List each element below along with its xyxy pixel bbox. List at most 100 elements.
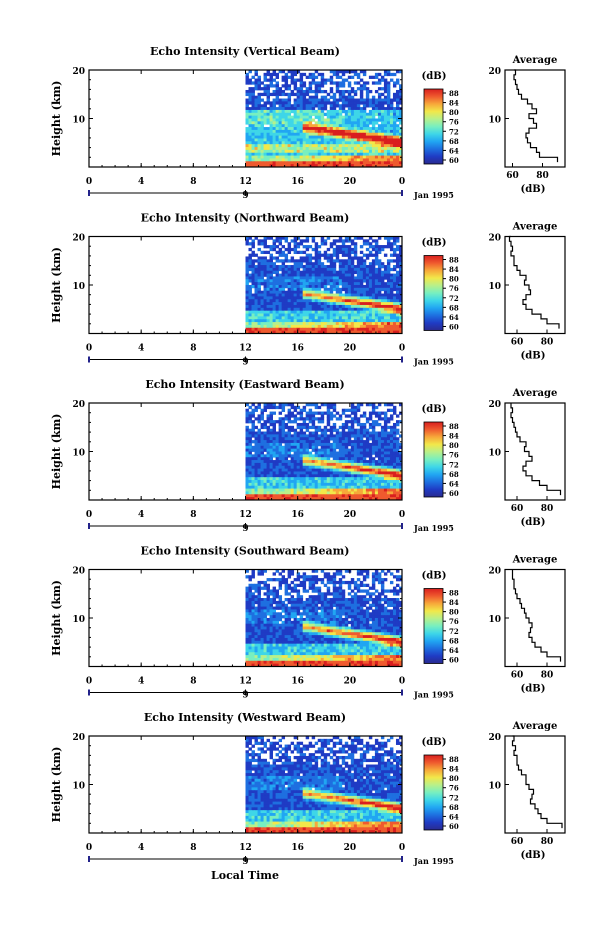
panel-title: Echo Intensity (Westward Beam)	[144, 711, 346, 724]
colorbar	[423, 255, 444, 331]
colorbar-tick-label: 60	[449, 156, 459, 165]
date-label: Jan 1995	[413, 357, 454, 367]
average-x-label: (dB)	[521, 850, 546, 861]
x-tick-label: 20	[344, 344, 357, 354]
average-y-tick-label: 10	[488, 782, 501, 792]
average-x-tick-label: 60	[506, 171, 519, 181]
average-x-label: (dB)	[521, 517, 546, 528]
x-tick-label: 0	[86, 344, 92, 354]
colorbar	[423, 588, 444, 664]
y-axis-label: Height (km)	[50, 580, 63, 656]
average-x-tick-label: 80	[541, 504, 554, 514]
colorbar-tick-label: 80	[449, 608, 459, 617]
average-x-label: (dB)	[521, 184, 546, 195]
colorbar-tick-label: 80	[449, 108, 459, 117]
average-y-tick-label: 20	[488, 400, 501, 410]
x-tick-label: 4	[138, 843, 144, 853]
colorbar-unit: (dB)	[422, 404, 447, 415]
x-tick-label: 12	[239, 344, 252, 354]
average-profile-line	[510, 403, 562, 496]
colorbar-tick-label: 68	[449, 137, 459, 146]
y-tick-label: 10	[72, 449, 85, 459]
average-frame	[504, 235, 566, 335]
colorbar-tick-label: 72	[449, 460, 459, 469]
x-tick-label: 12	[239, 843, 252, 853]
x-tick-label: 8	[190, 510, 196, 520]
x-tick-label: 0	[86, 843, 92, 853]
colorbar-tick-label: 60	[449, 489, 459, 498]
y-tick-label: 20	[72, 67, 85, 77]
colorbar-tick-label: 88	[449, 422, 459, 431]
colorbar-tick-label: 64	[449, 646, 459, 655]
date-label: Jan 1995	[413, 190, 454, 200]
average-y-tick-label: 20	[488, 67, 501, 77]
heatmap-cells	[245, 403, 403, 501]
panel-title: Echo Intensity (Eastward Beam)	[145, 378, 344, 391]
beam-panel: Echo Intensity (Eastward Beam) Height (km…	[50, 378, 566, 534]
x-tick-label: 0	[86, 677, 92, 687]
colorbar-unit: (dB)	[422, 71, 447, 82]
day-marker-label: 9	[242, 857, 248, 867]
colorbar-tick-label: 60	[449, 323, 459, 332]
day-marker-label: 9	[242, 191, 248, 201]
x-tick-label: 0	[86, 510, 92, 520]
beam-panel: Echo Intensity (Northward Beam) Height (k…	[50, 212, 566, 368]
beam-panel: Echo Intensity (Southward Beam) Height (k…	[50, 545, 566, 701]
colorbar-tick-label: 80	[449, 441, 459, 450]
colorbar-tick-label: 68	[449, 303, 459, 312]
colorbar	[423, 421, 444, 498]
x-tick-label: 0	[399, 510, 405, 520]
y-tick-label: 20	[72, 733, 85, 743]
average-title: Average	[512, 721, 558, 732]
heatmap-cells	[245, 736, 403, 834]
colorbar-tick-label: 60	[449, 822, 459, 831]
average-y-tick-label: 20	[488, 567, 501, 577]
colorbar-tick-label: 84	[449, 265, 459, 274]
colorbar-tick-label: 64	[449, 313, 459, 322]
y-axis-label: Height (km)	[50, 414, 63, 490]
x-tick-label: 4	[138, 677, 144, 687]
average-profile-line	[508, 235, 560, 329]
average-x-tick-label: 60	[511, 504, 524, 514]
colorbar-tick-label: 80	[449, 275, 459, 284]
x-tick-label: 8	[190, 177, 196, 187]
beam-panel: Echo Intensity (Vertical Beam) Height (km…	[50, 45, 566, 201]
colorbar-tick-label: 80	[449, 774, 459, 783]
colorbar-tick-label: 64	[449, 479, 459, 488]
date-label: Jan 1995	[413, 856, 454, 866]
colorbar-unit: (dB)	[422, 571, 447, 582]
day-marker-label: 9	[242, 358, 248, 368]
average-x-tick-label: 80	[541, 671, 554, 681]
average-profile-line	[511, 569, 562, 662]
average-y-tick-label: 20	[488, 733, 501, 743]
day-marker-label: 9	[242, 691, 248, 701]
average-y-tick-label: 10	[488, 449, 501, 459]
x-tick-label: 4	[138, 510, 144, 520]
colorbar-tick-label: 72	[449, 294, 459, 303]
colorbar-tick-label: 76	[449, 284, 459, 293]
colorbar-tick-label: 60	[449, 656, 459, 665]
colorbar-tick-label: 64	[449, 812, 459, 821]
average-profile-line	[511, 735, 563, 829]
average-x-tick-label: 60	[511, 837, 524, 847]
average-title: Average	[512, 555, 558, 566]
colorbar	[423, 754, 444, 831]
average-profile-line	[513, 69, 559, 163]
x-tick-label: 20	[344, 510, 357, 520]
colorbar-tick-label: 68	[449, 470, 459, 479]
average-x-tick-label: 80	[541, 338, 554, 348]
colorbar	[423, 88, 444, 165]
x-tick-label: 0	[399, 843, 405, 853]
panel-title: Echo Intensity (Northward Beam)	[141, 212, 350, 225]
average-y-tick-label: 10	[488, 116, 501, 126]
colorbar-unit: (dB)	[422, 238, 447, 249]
x-tick-label: 20	[344, 843, 357, 853]
average-x-label: (dB)	[521, 684, 546, 695]
colorbar-tick-label: 76	[449, 784, 459, 793]
x-tick-label: 0	[399, 177, 405, 187]
y-tick-label: 20	[72, 234, 85, 244]
average-y-tick-label: 10	[488, 282, 501, 292]
colorbar-tick-label: 84	[449, 432, 459, 441]
beam-panel: Echo Intensity (Westward Beam) Height (km…	[50, 711, 566, 867]
